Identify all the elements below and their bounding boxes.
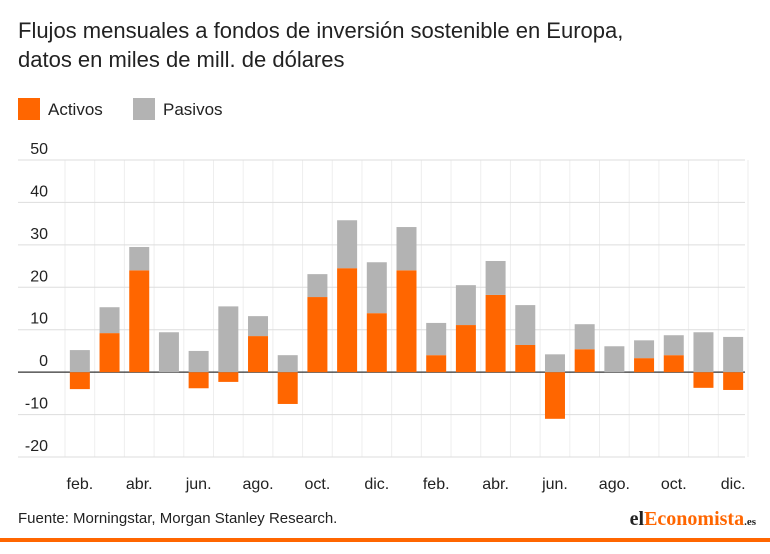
x-tick-label: ago. <box>242 476 273 493</box>
logo-suffix: .es <box>744 516 757 528</box>
x-tick-label: dic. <box>721 476 746 493</box>
y-tick-label: -20 <box>25 438 48 455</box>
bar <box>544 354 565 373</box>
bar <box>426 322 447 356</box>
bar <box>218 372 239 382</box>
y-tick-label: 10 <box>30 311 48 328</box>
bar <box>69 372 90 390</box>
y-tick-label: -10 <box>25 396 48 413</box>
bar <box>218 306 239 373</box>
bar <box>515 344 536 373</box>
chart-subtitle: datos en miles de mill. de dólares <box>18 47 345 72</box>
bar <box>515 305 536 345</box>
bar <box>396 270 417 373</box>
bar <box>604 346 625 373</box>
logo-name: Economista <box>644 508 744 530</box>
logo: elEconomista.es <box>630 508 757 530</box>
bar <box>366 313 387 373</box>
y-tick-label: 20 <box>30 268 48 285</box>
legend-label: Pasivos <box>163 100 223 119</box>
bar <box>248 316 269 337</box>
x-tick-label: dic. <box>364 476 389 493</box>
bar <box>307 274 328 298</box>
x-tick-label: abr. <box>126 476 153 493</box>
bar <box>337 220 358 269</box>
x-tick-label: ago. <box>599 476 630 493</box>
bar <box>455 325 476 373</box>
bar <box>188 372 209 389</box>
chart-title: Flujos mensuales a fondos de inversión s… <box>18 18 623 43</box>
x-tick-label: jun. <box>541 476 568 493</box>
bar <box>277 355 298 373</box>
bar <box>129 246 150 271</box>
bar <box>723 372 744 390</box>
source: Fuente: Morningstar, Morgan Stanley Rese… <box>18 510 337 527</box>
bar <box>188 350 209 373</box>
bar <box>69 350 90 373</box>
y-tick-label: 30 <box>30 226 48 243</box>
x-tick-label: oct. <box>661 476 687 493</box>
bar <box>158 332 179 373</box>
bar <box>485 260 506 295</box>
footer-bar <box>0 538 770 542</box>
bar <box>455 285 476 326</box>
bar <box>277 372 298 404</box>
logo-prefix: el <box>630 508 645 530</box>
x-tick-label: abr. <box>482 476 509 493</box>
bar <box>663 335 684 356</box>
bar <box>99 333 120 373</box>
bar <box>307 297 328 373</box>
bar <box>544 372 565 419</box>
bar <box>663 355 684 373</box>
legend-swatch <box>18 98 40 120</box>
x-tick-label: feb. <box>423 476 450 493</box>
bar <box>396 227 417 271</box>
bar <box>723 336 744 373</box>
x-tick-label: oct. <box>305 476 331 493</box>
bar <box>485 294 506 373</box>
legend-label: Activos <box>48 100 103 119</box>
bar <box>693 332 714 373</box>
legend-swatch <box>133 98 155 120</box>
bar <box>634 358 655 373</box>
bar <box>426 355 447 373</box>
y-tick-label: 0 <box>39 353 48 370</box>
bar <box>99 307 120 334</box>
y-tick-label: 50 <box>30 141 48 158</box>
bar <box>248 336 269 373</box>
x-tick-label: feb. <box>67 476 94 493</box>
bar <box>693 372 714 388</box>
bar <box>129 270 150 373</box>
bar <box>366 262 387 314</box>
bar <box>574 349 595 373</box>
bar <box>634 340 655 359</box>
bar <box>574 324 595 350</box>
x-tick-label: jun. <box>185 476 212 493</box>
bar <box>337 268 358 373</box>
y-tick-label: 40 <box>30 183 48 200</box>
